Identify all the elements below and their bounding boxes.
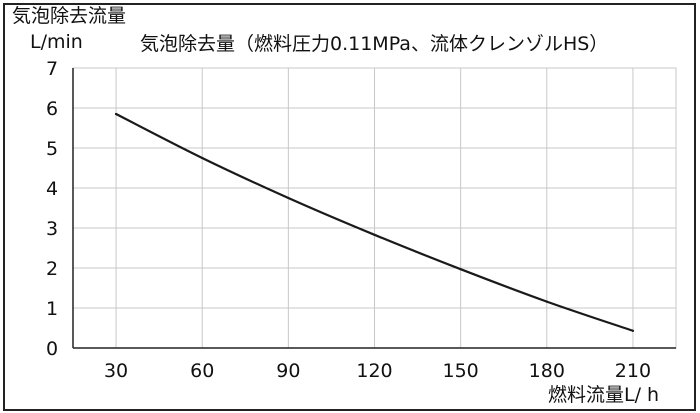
y-tick-label: 0 bbox=[46, 338, 58, 360]
x-axis-label: 燃料流量L/ h bbox=[548, 384, 659, 406]
y-tick-label: 7 bbox=[46, 58, 58, 80]
x-tick-labels: 30 60 90 120 150 180 210 bbox=[104, 360, 651, 382]
x-tick-label: 180 bbox=[529, 360, 565, 382]
y-tick-labels: 0 1 2 3 4 5 6 7 bbox=[46, 58, 58, 360]
x-tick-label: 30 bbox=[104, 360, 128, 382]
data-point bbox=[201, 156, 204, 160]
y-tick-label: 6 bbox=[46, 98, 58, 120]
axes bbox=[72, 67, 677, 349]
data-point bbox=[459, 268, 462, 271]
data-point bbox=[114, 112, 118, 116]
chart-title: 気泡除去量（燃料圧力0.11MPa、流体クレンゾルHS） bbox=[140, 33, 608, 55]
x-tick-label: 120 bbox=[356, 360, 392, 382]
y-tick-label: 2 bbox=[46, 258, 58, 280]
series-group bbox=[114, 112, 635, 332]
x-tick-label: 90 bbox=[276, 360, 300, 382]
data-point bbox=[545, 300, 548, 303]
y-tick-label: 4 bbox=[46, 178, 58, 200]
y-tick-label: 3 bbox=[46, 218, 58, 240]
y-tick-label: 1 bbox=[46, 298, 58, 320]
data-point bbox=[373, 233, 376, 236]
data-point bbox=[287, 196, 290, 200]
y-tick-label: 5 bbox=[46, 138, 58, 160]
y-axis-label: 気泡除去流量 bbox=[12, 5, 126, 27]
x-tick-label: 210 bbox=[615, 360, 651, 382]
x-tick-label: 60 bbox=[190, 360, 214, 382]
data-point bbox=[631, 329, 635, 332]
y-axis-unit: L/min bbox=[30, 31, 83, 53]
grid-lines bbox=[73, 67, 676, 348]
x-tick-label: 150 bbox=[443, 360, 479, 382]
chart-frame bbox=[3, 3, 696, 411]
